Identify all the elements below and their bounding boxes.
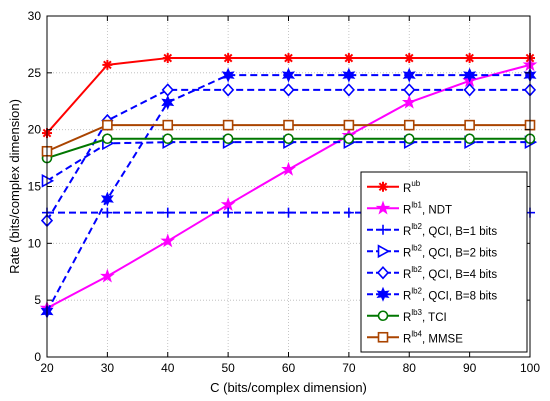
data-point — [283, 207, 294, 218]
data-point — [378, 181, 388, 192]
legend-label: Rlb1, NDT — [403, 200, 452, 216]
x-tick-label: 70 — [342, 361, 356, 375]
data-point — [222, 83, 235, 97]
data-point — [377, 310, 389, 322]
data-point — [403, 133, 415, 145]
data-point — [342, 83, 355, 97]
series-5 — [40, 67, 537, 320]
data-point — [222, 119, 234, 131]
legend-item: Rlb2, QCI, B=2 bits — [367, 243, 497, 259]
data-point — [102, 119, 113, 131]
data-point — [162, 207, 173, 218]
data-point — [162, 133, 174, 145]
data-point — [403, 119, 415, 131]
legend-item: Rlb4, MMSE — [367, 329, 463, 345]
x-tick-label: 100 — [520, 361, 540, 375]
series-layer — [39, 53, 538, 320]
ticks: 20 30 40 50 60 70 80 90 100 0 5 10 15 20 25 30 — [28, 9, 541, 375]
y-axis-label: Rate (bits/complex dimension) — [7, 99, 22, 274]
x-tick-label: 50 — [221, 361, 235, 375]
y-tick-label: 0 — [34, 350, 41, 364]
data-point — [464, 119, 475, 131]
x-tick-label: 30 — [101, 361, 115, 375]
data-point — [102, 133, 113, 145]
data-point — [220, 196, 236, 211]
data-point — [377, 331, 389, 343]
x-tick-label: 90 — [463, 361, 477, 375]
y-tick-label: 5 — [34, 293, 41, 307]
y-tick-label: 25 — [28, 66, 42, 80]
data-point — [100, 268, 115, 283]
data-point — [281, 67, 296, 83]
legend-label: Rlb3, TCI — [403, 308, 447, 324]
legend-item: Rlb2, QCI, B=8 bits — [367, 286, 497, 302]
data-point — [100, 191, 114, 207]
data-point — [375, 200, 391, 215]
legend-item: Rlb2, QCI, B=4 bits — [367, 265, 497, 281]
data-point — [464, 53, 475, 64]
legend-box — [360, 171, 528, 353]
data-point — [160, 233, 176, 248]
data-point — [378, 224, 388, 235]
data-point — [463, 83, 476, 97]
x-axis-label: C (bits/complex dimension) — [210, 380, 367, 395]
series-line — [46, 141, 530, 182]
data-point — [343, 133, 355, 145]
legend-item: Rlb2, QCI, B=1 bits — [367, 222, 497, 238]
legend-label: Rlb4, MMSE — [403, 329, 463, 345]
data-point — [464, 133, 475, 145]
legend-label: Rub — [403, 179, 421, 195]
data-point — [162, 53, 173, 64]
data-point — [463, 67, 477, 83]
data-point — [342, 67, 356, 83]
legend-label: Rlb2, QCI, B=1 bits — [403, 222, 497, 238]
legend-item: Rub — [367, 179, 421, 195]
y-tick-label: 15 — [28, 180, 42, 194]
legend-label: Rlb2, QCI, B=8 bits — [403, 286, 497, 302]
series-line — [46, 88, 530, 222]
y-tick-label: 30 — [28, 9, 42, 23]
data-point — [343, 207, 354, 218]
data-point — [102, 59, 113, 70]
data-point — [283, 133, 294, 145]
data-point — [343, 53, 354, 64]
legend-item: Rlb1, NDT — [367, 200, 452, 216]
data-point — [222, 133, 234, 145]
data-point — [102, 207, 113, 218]
legend: Rub Rlb1, NDT Rlb2, QCI, B=1 bits Rlb2, QCI… — [360, 171, 528, 353]
data-point — [401, 94, 417, 109]
y-tick-label: 20 — [28, 123, 42, 137]
legend-label: Rlb2, QCI, B=2 bits — [403, 243, 497, 259]
data-point — [282, 83, 295, 97]
data-point — [283, 119, 294, 131]
data-point — [377, 244, 391, 259]
data-point — [223, 207, 234, 218]
data-point — [402, 67, 416, 83]
series-4 — [40, 83, 537, 228]
data-point — [404, 53, 415, 64]
data-point — [403, 83, 416, 97]
series-6 — [41, 133, 536, 164]
data-point — [343, 119, 355, 131]
data-point — [376, 266, 390, 280]
data-point — [376, 286, 390, 302]
data-point — [281, 161, 296, 176]
data-point — [223, 53, 234, 64]
x-tick-label: 40 — [161, 361, 175, 375]
data-point — [221, 67, 235, 83]
x-tick-label: 20 — [40, 361, 54, 375]
legend-item: Rlb3, TCI — [367, 308, 447, 324]
x-tick-label: 80 — [403, 361, 417, 375]
x-tick-label: 60 — [282, 361, 296, 375]
y-tick-label: 10 — [28, 236, 42, 250]
data-point — [162, 119, 174, 131]
data-point — [283, 53, 294, 64]
legend-label: Rlb2, QCI, B=4 bits — [403, 265, 497, 281]
data-point — [161, 94, 175, 110]
